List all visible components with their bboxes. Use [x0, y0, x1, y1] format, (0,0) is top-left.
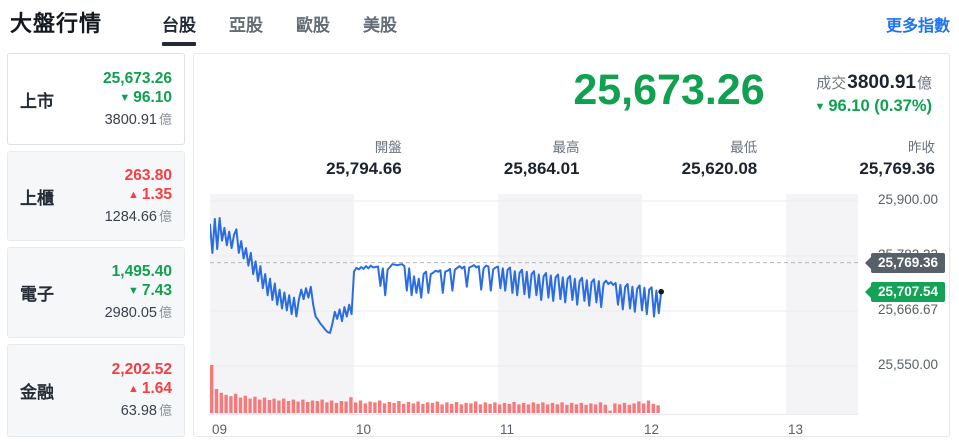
stat-label: 昨收	[908, 140, 935, 155]
prev-close-badge: 25,769.36	[864, 252, 946, 273]
stat-label: 開盤	[374, 140, 402, 155]
index-value: 2,202.52	[111, 361, 172, 378]
turnover-unit: 億	[916, 75, 932, 92]
index-name: 上市	[20, 91, 54, 111]
index-name: 電子	[20, 285, 54, 304]
turnover-value: 3800.91	[847, 72, 916, 93]
sidebar-item-finance[interactable]: 金融 2,202.52 ▲ 1.64 63.98 億	[7, 344, 185, 437]
index-detail-card: 25,673.26 成交3800.91億 ▼ 96.10 (0.37%) 開盤 2…	[193, 53, 950, 437]
index-change: 1.35	[141, 185, 172, 203]
index-values: 2,202.52 ▲ 1.64 63.98 億	[112, 360, 172, 421]
index-value: 263.80	[124, 166, 172, 184]
index-change: 96.10	[133, 88, 172, 106]
y-tick-label: 25,900.00	[878, 192, 939, 207]
index-values: 263.80 ▲ 1.35 1284.66 億	[105, 166, 172, 227]
index-volume: 63.98	[120, 403, 157, 419]
down-triangle-icon: ▼	[119, 91, 131, 104]
x-tick-label: 12	[644, 422, 660, 437]
index-volume: 3800.91	[104, 111, 157, 128]
volume-unit: 億	[158, 403, 172, 418]
volume-unit: 億	[158, 305, 172, 320]
x-tick-label: 13	[788, 422, 804, 437]
volume-unit: 億	[158, 208, 172, 224]
stat-value: 25,794.66	[326, 159, 402, 178]
stat-low: 最低 25,620.08	[580, 136, 758, 179]
sidebar-item-electronics[interactable]: 電子 1,495.40 ▼ 7.43 2980.05 億	[7, 247, 185, 338]
index-change: 1.64	[141, 380, 172, 397]
more-indices-link[interactable]: 更多指數	[885, 18, 950, 35]
sidebar-item-taiex[interactable]: 上市 25,673.26 ▼ 96.10 3800.91 億	[7, 53, 185, 145]
sidebar-item-otc[interactable]: 上櫃 263.80 ▲ 1.35 1284.66 億	[7, 151, 185, 241]
volume-unit: 億	[158, 111, 172, 127]
x-tick-label: 11	[500, 422, 515, 437]
y-tick-label: 25,666.67	[878, 301, 939, 317]
index-value: 25,673.26	[103, 69, 172, 87]
index-volume: 1284.66	[104, 208, 157, 225]
index-name: 金融	[20, 383, 54, 402]
tab-taiwan-stocks[interactable]: 台股	[162, 11, 196, 46]
current-index-value: 25,673.26	[573, 66, 765, 114]
down-triangle-icon: ▼	[814, 101, 826, 113]
tab-asia-stocks[interactable]: 亞股	[229, 16, 263, 35]
index-values: 25,673.26 ▼ 96.10 3800.91 億	[103, 69, 172, 130]
last-price-badge: 25,707.54	[864, 281, 946, 302]
index-volume: 2980.05	[104, 305, 157, 321]
y-tick-label: 25,550.00	[878, 356, 939, 372]
x-tick-label: 10	[356, 422, 372, 437]
down-triangle-icon: ▼	[127, 285, 139, 297]
page-title: 大盤行情	[10, 11, 103, 36]
intraday-chart[interactable]: 09 10 11 12 13	[209, 194, 858, 437]
stat-open: 開盤 25,794.66	[224, 136, 402, 179]
turnover-label: 成交	[816, 75, 847, 92]
stat-label: 最低	[730, 140, 758, 155]
index-change-text: 96.10 (0.37%)	[828, 97, 932, 115]
ohlc-stats-row: 開盤 25,794.66 最高 25,864.01 最低 25,620.08 昨…	[224, 136, 935, 179]
index-value: 1,495.40	[111, 263, 172, 280]
stat-prev-close: 昨收 25,769.36	[757, 136, 935, 179]
stat-high: 最高 25,864.01	[402, 136, 580, 179]
up-triangle-icon: ▲	[127, 188, 139, 201]
stat-value: 25,620.08	[681, 159, 758, 178]
tab-europe-stocks[interactable]: 歐股	[296, 16, 330, 35]
turnover-block: 成交3800.91億 ▼ 96.10 (0.37%)	[814, 72, 932, 116]
market-tabs: 台股 亞股 歐股 美股	[162, 11, 397, 46]
intraday-chart-canvas[interactable]	[209, 194, 858, 420]
index-change: 7.43	[141, 282, 172, 299]
index-name: 上櫃	[20, 188, 54, 208]
up-triangle-icon: ▲	[127, 383, 139, 395]
tab-us-stocks[interactable]: 美股	[363, 16, 397, 35]
stat-value: 25,769.36	[859, 159, 935, 178]
y-axis-labels: 25,900.0025,783.3325,666.6725,550.0025,7…	[864, 192, 950, 434]
stat-value: 25,864.01	[503, 159, 580, 178]
stat-label: 最高	[552, 140, 580, 155]
x-tick-label: 09	[212, 422, 228, 437]
index-values: 1,495.40 ▼ 7.43 2980.05 億	[105, 262, 172, 323]
